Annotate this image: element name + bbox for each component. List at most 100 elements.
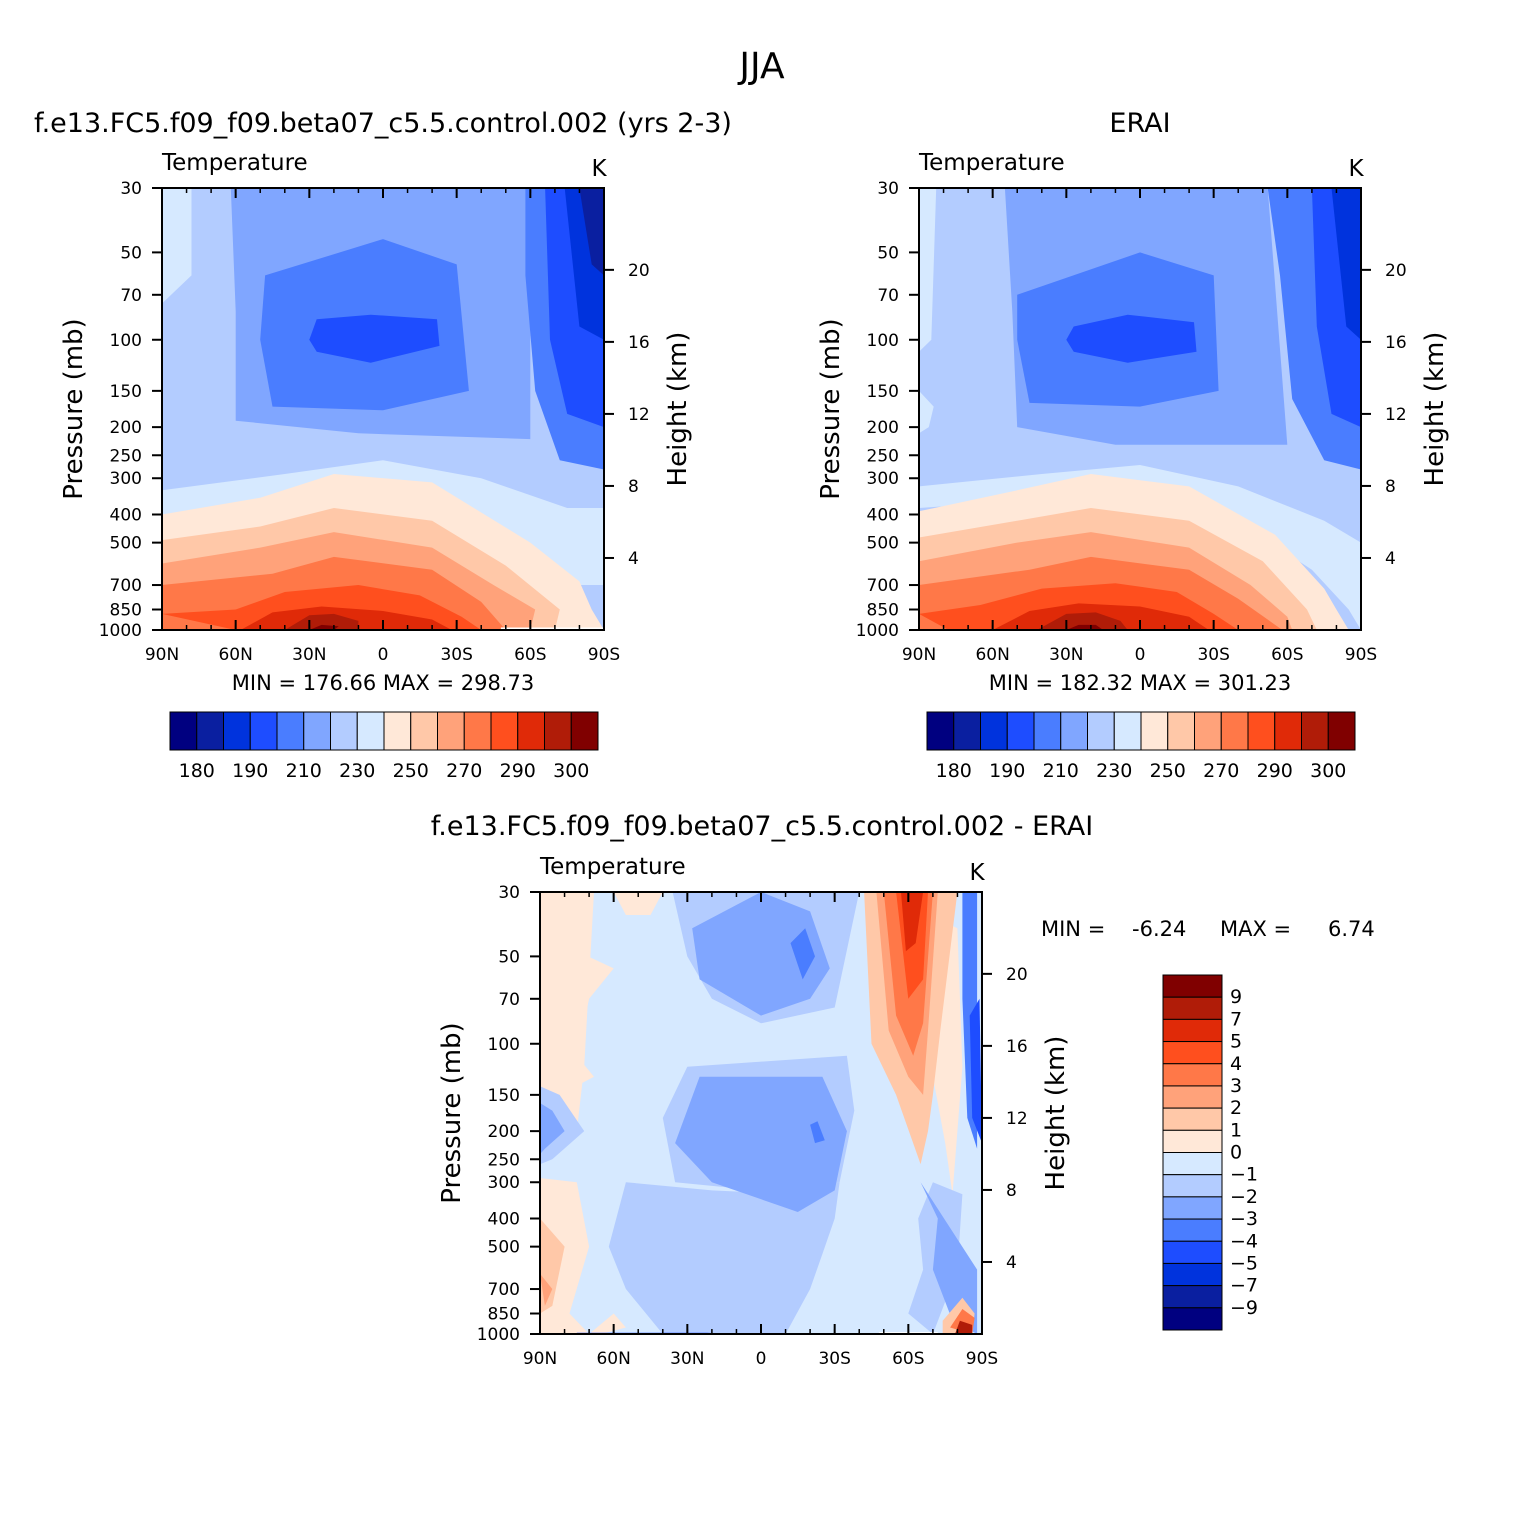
y-tick-label: 30	[877, 179, 899, 199]
x-tick-label: 60N	[218, 645, 252, 665]
stats-max-value: 6.74	[1328, 917, 1375, 941]
x-tick-label: 0	[1135, 645, 1146, 665]
right-y-tick-label: 8	[628, 477, 639, 497]
y-tick-label: 70	[498, 990, 520, 1010]
x-tick-label: 90S	[966, 1349, 998, 1369]
contour-region	[919, 188, 937, 352]
contour-region	[608, 1182, 840, 1334]
colorbar-swatch	[980, 711, 1008, 751]
y-tick-label: 400	[110, 506, 142, 526]
y-tick-label: 850	[110, 601, 142, 621]
colorbar-label: 0	[1230, 1142, 1242, 1164]
y-tick-label: 50	[120, 243, 142, 263]
colorbar-swatch	[1162, 1218, 1223, 1242]
y-tick-label: 850	[488, 1305, 520, 1325]
colorbar-swatch	[1113, 711, 1142, 751]
right-y-tick-label: 4	[1006, 1253, 1017, 1273]
y-tick-label: 1000	[99, 621, 142, 641]
right-y-tick-label: 8	[1006, 1181, 1017, 1201]
variable-label: Temperature	[161, 150, 308, 176]
y-tick-label: 30	[498, 883, 520, 903]
colorbar-label: 270	[1203, 760, 1239, 782]
x-tick-label: 60S	[1271, 645, 1303, 665]
y-tick-label: 100	[867, 331, 899, 351]
colorbar-swatch	[1162, 1085, 1223, 1109]
y-tick-label: 100	[488, 1035, 520, 1055]
y-tick-label: 100	[110, 331, 142, 351]
y-tick-label: 250	[488, 1150, 520, 1170]
colorbar-label: 270	[446, 760, 482, 782]
colorbar-swatch	[1140, 711, 1169, 751]
colorbar-swatch	[1006, 711, 1035, 751]
contour-fills	[162, 188, 604, 630]
contour-region	[162, 460, 604, 585]
colorbar-label: 9	[1230, 986, 1242, 1008]
stats-text: MIN = 176.66 MAX = 298.73	[232, 671, 534, 695]
colorbar: 180 190 210 230 250 270 290 300	[169, 711, 599, 782]
units-label: K	[969, 860, 985, 886]
right-y-tick-label: 20	[1385, 261, 1407, 281]
y-tick-label: 250	[867, 446, 899, 466]
contour-region	[284, 613, 359, 630]
colorbar-swatch	[1162, 1174, 1223, 1198]
colorbar-swatch	[570, 711, 599, 751]
colorbar-swatch	[1162, 974, 1223, 998]
y-tick-label: 200	[488, 1122, 520, 1142]
colorbar-swatch	[1162, 1262, 1223, 1287]
colorbar-swatch	[1167, 711, 1195, 751]
contour-region	[540, 1086, 585, 1165]
right-y-tick-label: 12	[1006, 1109, 1028, 1129]
right-y-tick-label: 16	[628, 333, 650, 353]
colorbar-swatch	[1162, 1152, 1223, 1176]
units-label: K	[591, 156, 607, 182]
colorbar-label: 250	[393, 760, 429, 782]
panel-model: 90N 60N 30N 0 30S 60S 90S 30 50 70 100 150 200 250 300…	[59, 150, 693, 782]
colorbar-swatch	[303, 711, 331, 751]
x-tick-label: 30N	[670, 1349, 704, 1369]
panel-diff: 90N 60N 30N 0 30S 60S 90S305070100150200250300…	[437, 854, 1375, 1369]
colorbar-swatch	[1274, 711, 1302, 751]
contour-region	[162, 188, 192, 304]
contour-region	[919, 390, 934, 434]
right-y-tick-label: 4	[628, 549, 639, 569]
y-tick-label: 250	[110, 446, 142, 466]
colorbar: 180 190 210 230 250 270 290 300	[926, 711, 1356, 782]
x-tick-label: 30N	[292, 645, 326, 665]
colorbar-swatch	[490, 711, 519, 751]
y-tick-label: 200	[110, 418, 142, 438]
x-tick-label: 0	[756, 1349, 767, 1369]
contour-region	[579, 188, 604, 276]
colorbar-label: 290	[500, 760, 536, 782]
colorbar-label: 180	[936, 760, 972, 782]
contour-region	[1066, 624, 1104, 630]
colorbar-label: 190	[989, 760, 1025, 782]
colorbar-swatch	[1162, 1041, 1223, 1065]
y-tick-label: 1000	[856, 621, 899, 641]
y-tick-label: 850	[867, 601, 899, 621]
colorbar-swatch	[383, 711, 412, 751]
colorbar-label: −2	[1230, 1186, 1258, 1208]
colorbar-label: −4	[1230, 1230, 1258, 1252]
colorbar-swatch	[463, 711, 492, 751]
contour-fills	[919, 188, 1361, 630]
contour-region	[540, 1103, 565, 1155]
x-tick-label: 90N	[523, 1349, 557, 1369]
right-y-tick-label: 16	[1385, 333, 1407, 353]
colorbar-swatch	[1162, 1196, 1223, 1220]
colorbar-swatch	[356, 711, 385, 751]
y-tick-label: 300	[867, 469, 899, 489]
panel-title-model: f.e13.FC5.f09_f09.beta07_c5.5.control.00…	[34, 108, 732, 139]
x-tick-label: 30S	[818, 1349, 850, 1369]
y-tick-label: 500	[488, 1238, 520, 1258]
colorbar-label: −5	[1230, 1252, 1258, 1274]
y-tick-label: 150	[867, 382, 899, 402]
colorbar-label: 290	[1257, 760, 1293, 782]
y-tick-label: 200	[867, 418, 899, 438]
colorbar-swatch	[517, 711, 545, 751]
panel-obs: 90N 60N 30N 0 30S 60S 90S 30 50 70 100 150 200 250 300…	[816, 150, 1450, 782]
y-tick-label: 700	[867, 576, 899, 596]
colorbar-swatch	[1162, 1307, 1223, 1331]
colorbar-swatch	[1060, 711, 1088, 751]
colorbar-swatch	[544, 711, 572, 751]
colorbar-label: 4	[1230, 1053, 1242, 1075]
